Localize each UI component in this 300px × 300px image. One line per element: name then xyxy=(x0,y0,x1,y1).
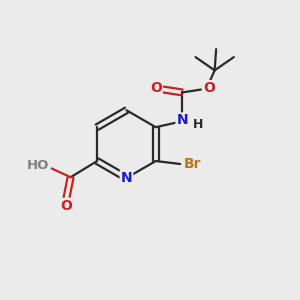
Text: N: N xyxy=(121,171,132,185)
Text: N: N xyxy=(176,113,188,128)
Text: O: O xyxy=(203,81,215,95)
Text: O: O xyxy=(60,199,72,213)
Text: HO: HO xyxy=(27,159,50,172)
Text: O: O xyxy=(150,81,162,95)
Text: Br: Br xyxy=(184,157,202,171)
Text: H: H xyxy=(192,118,203,131)
